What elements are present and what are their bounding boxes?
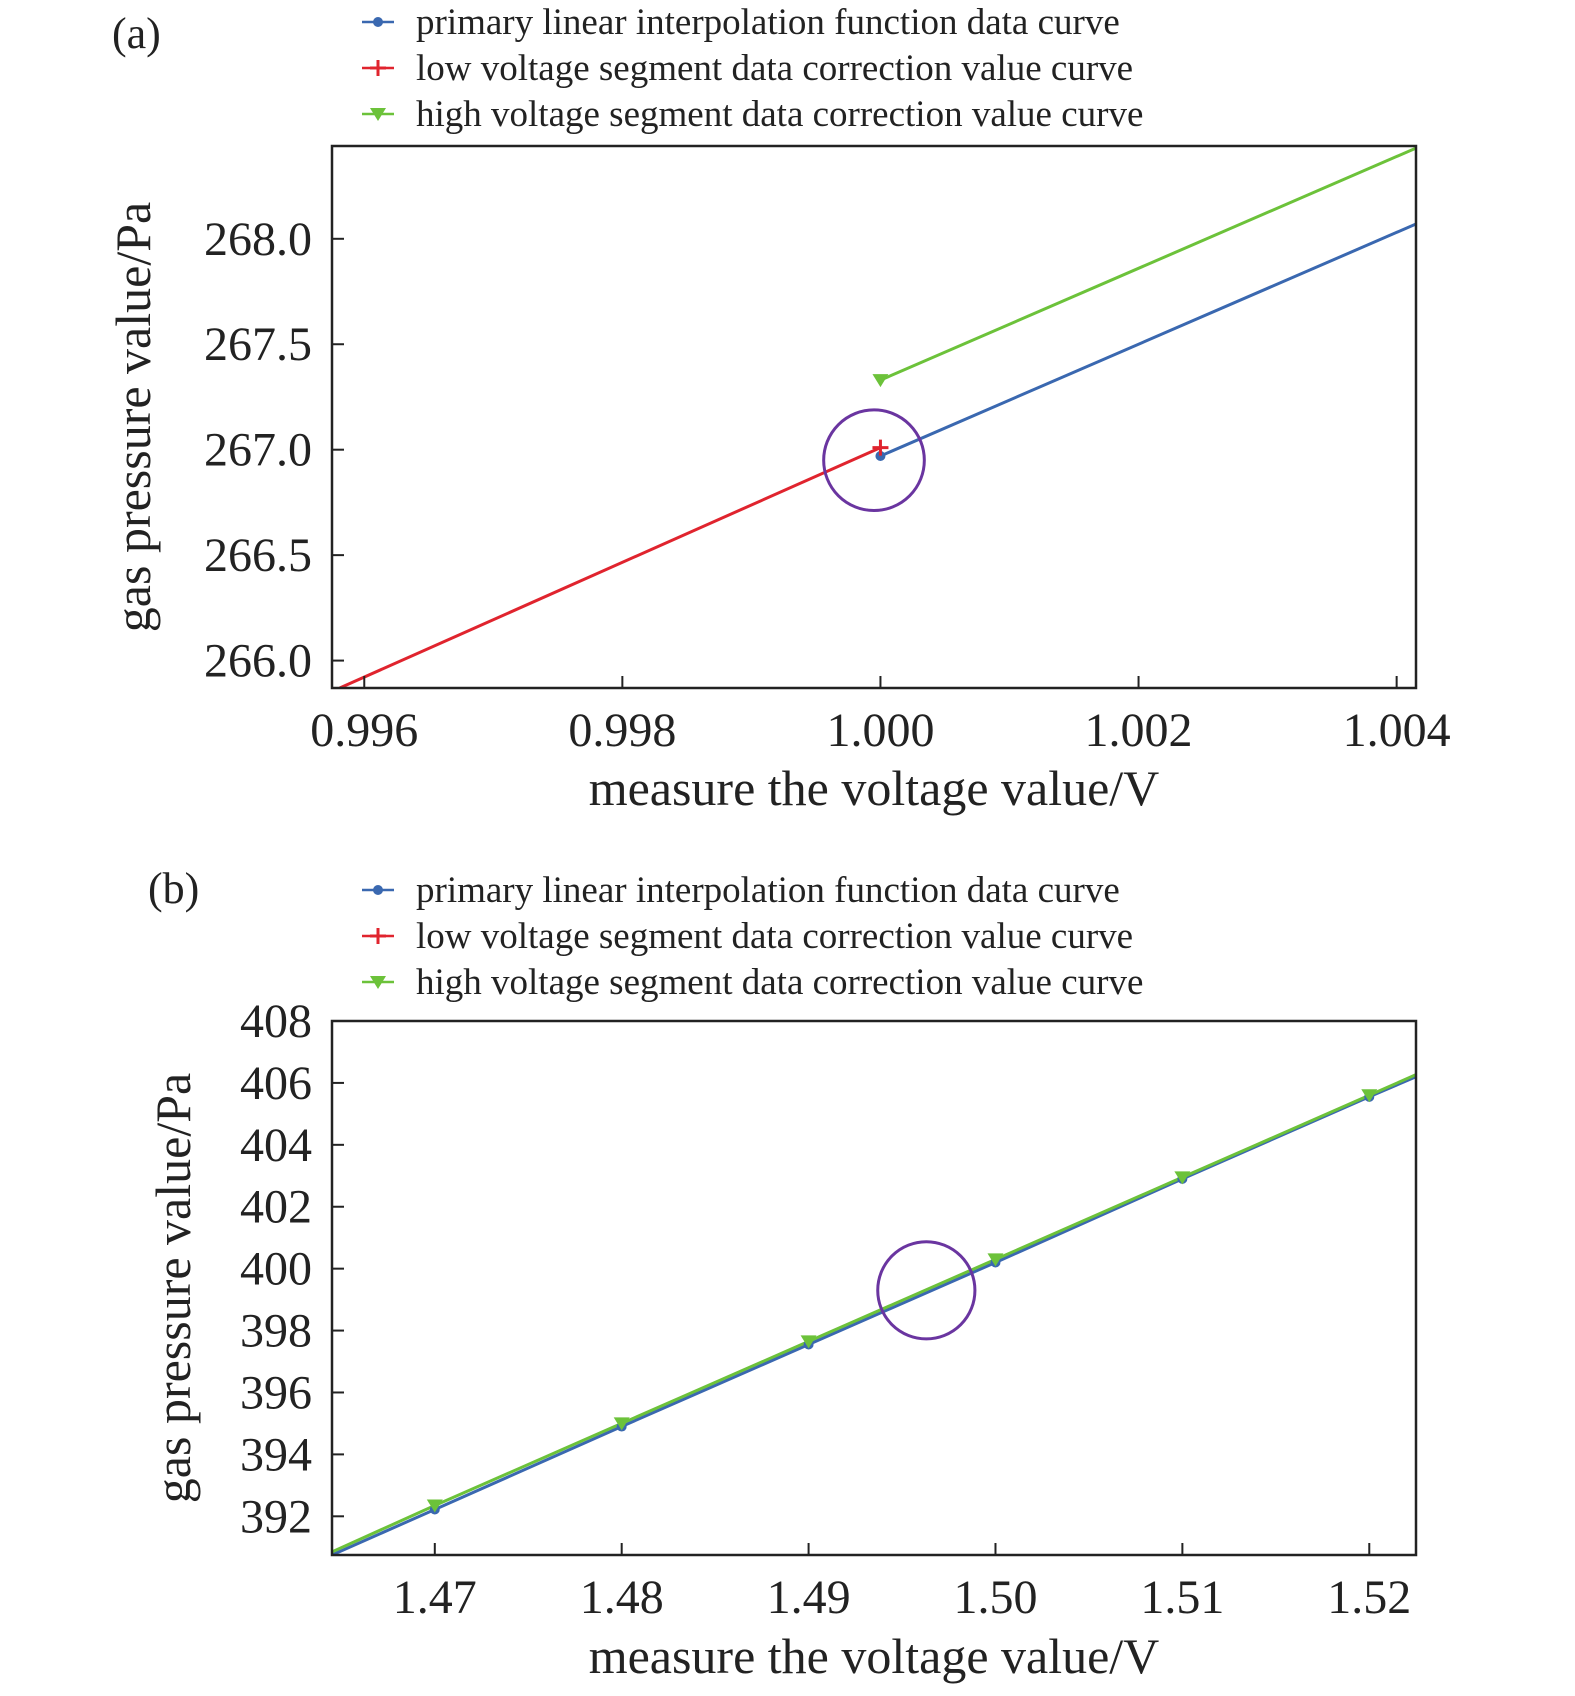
series-line <box>332 1073 1416 1554</box>
legend: primary linear interpolation function da… <box>362 2 1143 135</box>
panel-label: (b) <box>148 864 199 913</box>
x-tick-label: 1.52 <box>1327 1571 1411 1624</box>
y-tick-label: 268.0 <box>204 213 312 266</box>
y-tick-label: 392 <box>240 1490 312 1543</box>
y-tick-label: 404 <box>240 1119 312 1172</box>
chart-panel-a: (a) primary linear interpolation function… <box>105 2 1451 816</box>
annotation-circle <box>876 1240 977 1341</box>
x-tick-label: 0.998 <box>568 704 676 757</box>
data-point <box>872 374 889 388</box>
y-axis-label: gas pressure value/Pa <box>145 1073 201 1503</box>
y-axis-label: gas pressure value/Pa <box>105 202 161 632</box>
x-tick-label: 1.002 <box>1085 704 1193 757</box>
data-point <box>1174 1171 1191 1185</box>
x-axis-label: measure the voltage value/V <box>589 760 1160 816</box>
legend-label: low voltage segment data correction valu… <box>416 48 1133 89</box>
data-point <box>987 1253 1004 1267</box>
legend-marker <box>373 885 383 895</box>
y-tick-label: 394 <box>240 1428 312 1481</box>
data-point <box>1361 1089 1378 1103</box>
x-tick-label: 1.49 <box>767 1571 851 1624</box>
series-line <box>332 1075 1416 1555</box>
x-tick-label: 1.48 <box>580 1571 664 1624</box>
x-tick-label: 1.000 <box>826 704 934 757</box>
y-tick-label: 400 <box>240 1243 312 1296</box>
y-tick-label: 267.5 <box>204 318 312 371</box>
legend-label: high voltage segment data correction val… <box>416 962 1143 1003</box>
legend-marker <box>370 60 386 76</box>
legend-marker <box>373 17 383 27</box>
x-axis-label: measure the voltage value/V <box>589 1628 1160 1684</box>
x-tick-label: 1.004 <box>1343 704 1451 757</box>
x-tick-label: 0.996 <box>310 704 418 757</box>
plot-area <box>332 1073 1416 1555</box>
data-point <box>613 1417 630 1431</box>
y-tick-label: 266.5 <box>204 529 312 582</box>
annotation-circle <box>822 408 926 513</box>
x-tick-label: 1.50 <box>953 1571 1037 1624</box>
plot-area <box>339 146 1416 688</box>
x-tick-label: 1.47 <box>393 1571 477 1624</box>
y-tick-label: 398 <box>240 1305 312 1358</box>
data-point <box>875 451 886 462</box>
legend-label: low voltage segment data correction valu… <box>416 916 1133 957</box>
series-line <box>339 446 882 688</box>
legend-label: high voltage segment data correction val… <box>416 94 1143 135</box>
y-tick-label: 266.0 <box>204 635 312 688</box>
y-tick-label: 402 <box>240 1181 312 1234</box>
axes-frame <box>330 144 1418 690</box>
legend-marker <box>370 108 386 121</box>
x-tick-label: 1.51 <box>1140 1571 1224 1624</box>
data-point <box>426 1499 443 1513</box>
legend-label: primary linear interpolation function da… <box>416 2 1120 43</box>
legend-marker <box>370 976 386 989</box>
series-line <box>879 146 1416 382</box>
y-tick-label: 408 <box>240 995 312 1048</box>
y-tick-label: 267.0 <box>204 424 312 477</box>
y-tick-label: 396 <box>240 1366 312 1419</box>
axes-frame <box>330 1019 1418 1557</box>
panel-label: (a) <box>112 9 161 58</box>
legend-label: primary linear interpolation function da… <box>416 870 1120 911</box>
data-point <box>800 1335 817 1349</box>
series-line <box>879 222 1416 458</box>
chart-panel-b: (b) primary linear interpolation function… <box>145 864 1418 1684</box>
y-tick-label: 406 <box>240 1057 312 1110</box>
legend-marker <box>370 928 386 944</box>
legend: primary linear interpolation function da… <box>362 870 1143 1003</box>
data-point <box>872 439 889 456</box>
